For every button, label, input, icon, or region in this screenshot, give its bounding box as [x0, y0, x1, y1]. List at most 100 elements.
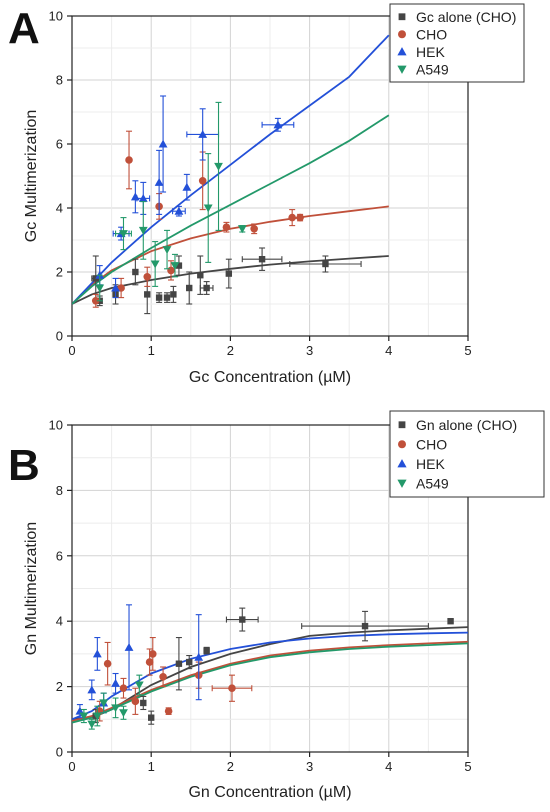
marker-gn-alone-cho-: [361, 622, 369, 630]
data-point-a549: [237, 225, 247, 234]
data-point-gn-alone-cho-: [140, 695, 147, 711]
data-point-gc-alone-cho-: [289, 255, 362, 273]
marker-hek: [87, 685, 97, 694]
x-tick-label: 0: [68, 343, 75, 358]
marker-gc-alone-cho-: [258, 256, 266, 263]
y-axis-label: Gn Multimerization: [23, 522, 40, 655]
marker-a549: [237, 225, 247, 234]
data-point-a549: [170, 253, 180, 278]
marker-cho: [145, 658, 154, 666]
legend-label-hek: HEK: [416, 456, 445, 472]
data-point-cho: [198, 151, 207, 211]
legend-label-cho: CHO: [416, 26, 447, 42]
data-point-hek: [172, 205, 186, 217]
data-point-gn-alone-cho-: [148, 710, 155, 725]
plot-frame: [71, 424, 469, 753]
fit-line-gc-alone-cho-: [72, 255, 389, 305]
data-point-a549: [203, 153, 213, 263]
marker-a549: [79, 712, 89, 721]
data-point-cho: [211, 674, 253, 702]
data-point-a549: [138, 201, 148, 260]
data-point-gc-alone-cho-: [225, 258, 233, 289]
data-point-gn-alone-cho-: [447, 618, 454, 625]
marker-a549: [162, 246, 172, 254]
x-tick-label: 0: [68, 759, 75, 774]
marker-hek: [198, 130, 208, 138]
panel-b: B 0 1 2 3 4 5 0 2 4 6 8 10 Gn Concentration (µM) Gn M…: [0, 403, 550, 807]
panel-letter-a: A: [8, 4, 40, 53]
marker-cho: [222, 223, 231, 231]
data-point-hek: [124, 604, 134, 691]
marker-hek: [111, 678, 120, 687]
marker-hek: [194, 652, 204, 661]
marker-hek: [182, 182, 192, 191]
data-point-gc-alone-cho-: [199, 281, 214, 295]
data-point-cho: [91, 293, 100, 308]
y-tick-label: 4: [56, 201, 63, 216]
marker-gn-alone-cho-: [239, 616, 246, 623]
data-point-a549: [162, 229, 172, 270]
x-tick-label: 1: [148, 343, 155, 358]
marker-hek: [130, 192, 140, 201]
marker-cho: [131, 697, 140, 706]
legend-marker-a549: [397, 479, 407, 488]
legend-marker-gc-alone-cho-: [398, 13, 406, 21]
data-point-gn-alone-cho-: [175, 637, 183, 691]
marker-gc-alone-cho-: [322, 260, 329, 268]
marker-cho: [125, 156, 133, 164]
data-point-cho: [164, 707, 173, 715]
data-point-hek: [182, 173, 192, 201]
marker-gc-alone-cho-: [225, 270, 233, 277]
marker-gc-alone-cho-: [155, 294, 163, 301]
data-point-a549: [99, 692, 109, 714]
data-point-a549: [119, 705, 128, 720]
marker-hek: [92, 649, 102, 658]
marker-a549: [119, 709, 128, 718]
marker-cho: [117, 284, 125, 292]
data-point-hek: [87, 679, 97, 701]
marker-hek: [154, 178, 164, 186]
x-tick-label: 3: [306, 343, 313, 358]
data-point-a549: [79, 708, 89, 724]
legend-marker-cho: [398, 440, 406, 449]
data-point-gc-alone-cho-: [155, 292, 163, 303]
data-point-cho: [296, 213, 304, 222]
plot-area: [72, 34, 390, 315]
data-point-gc-alone-cho-: [186, 271, 193, 305]
data-point-cho: [143, 266, 152, 287]
marker-cho: [103, 659, 112, 668]
legend-label-cho: CHO: [416, 436, 447, 452]
panel-letter-b: B: [8, 441, 40, 490]
data-point-a549: [92, 705, 102, 727]
marker-gc-alone-cho-: [144, 291, 151, 298]
gc-chart: 0 1 2 3 4 5 0 2 4 6 8 10 Gc Concentration (µM) Gc Mul…: [23, 3, 525, 386]
marker-hek: [174, 206, 184, 215]
legend-label-hek: HEK: [416, 44, 445, 60]
marker-hek: [138, 194, 148, 202]
gn-chart: 0 1 2 3 4 5 0 2 4 6 8 10 Gn Concentration (µM) Gn Mul…: [23, 410, 545, 801]
marker-a549: [134, 681, 144, 690]
fit-line-hek: [72, 631, 468, 721]
panel-a: A 0 1 2 3 4 5 0 2 4 6 8 10 Gc Concentration (µM) Gc M…: [0, 0, 550, 403]
marker-hek: [111, 283, 120, 292]
y-tick-label: 10: [49, 9, 63, 24]
marker-gc-alone-cho-: [132, 268, 139, 276]
marker-gn-alone-cho-: [447, 618, 454, 625]
y-tick-label: 2: [56, 679, 63, 694]
y-tick-label: 0: [56, 745, 63, 760]
marker-cho: [250, 225, 258, 233]
data-point-a549: [111, 697, 120, 719]
x-tick-label: 5: [464, 759, 471, 774]
data-point-a549: [134, 674, 144, 696]
fit-line-hek: [72, 34, 390, 305]
data-point-cho: [103, 641, 112, 686]
marker-cho: [167, 266, 175, 275]
data-point-a549: [87, 718, 97, 730]
marker-gn-alone-cho-: [148, 714, 155, 721]
marker-a549: [203, 204, 213, 213]
data-point-a549: [214, 101, 223, 231]
marker-cho: [148, 650, 157, 658]
marker-hek: [273, 120, 283, 129]
legend-box: [389, 410, 545, 498]
